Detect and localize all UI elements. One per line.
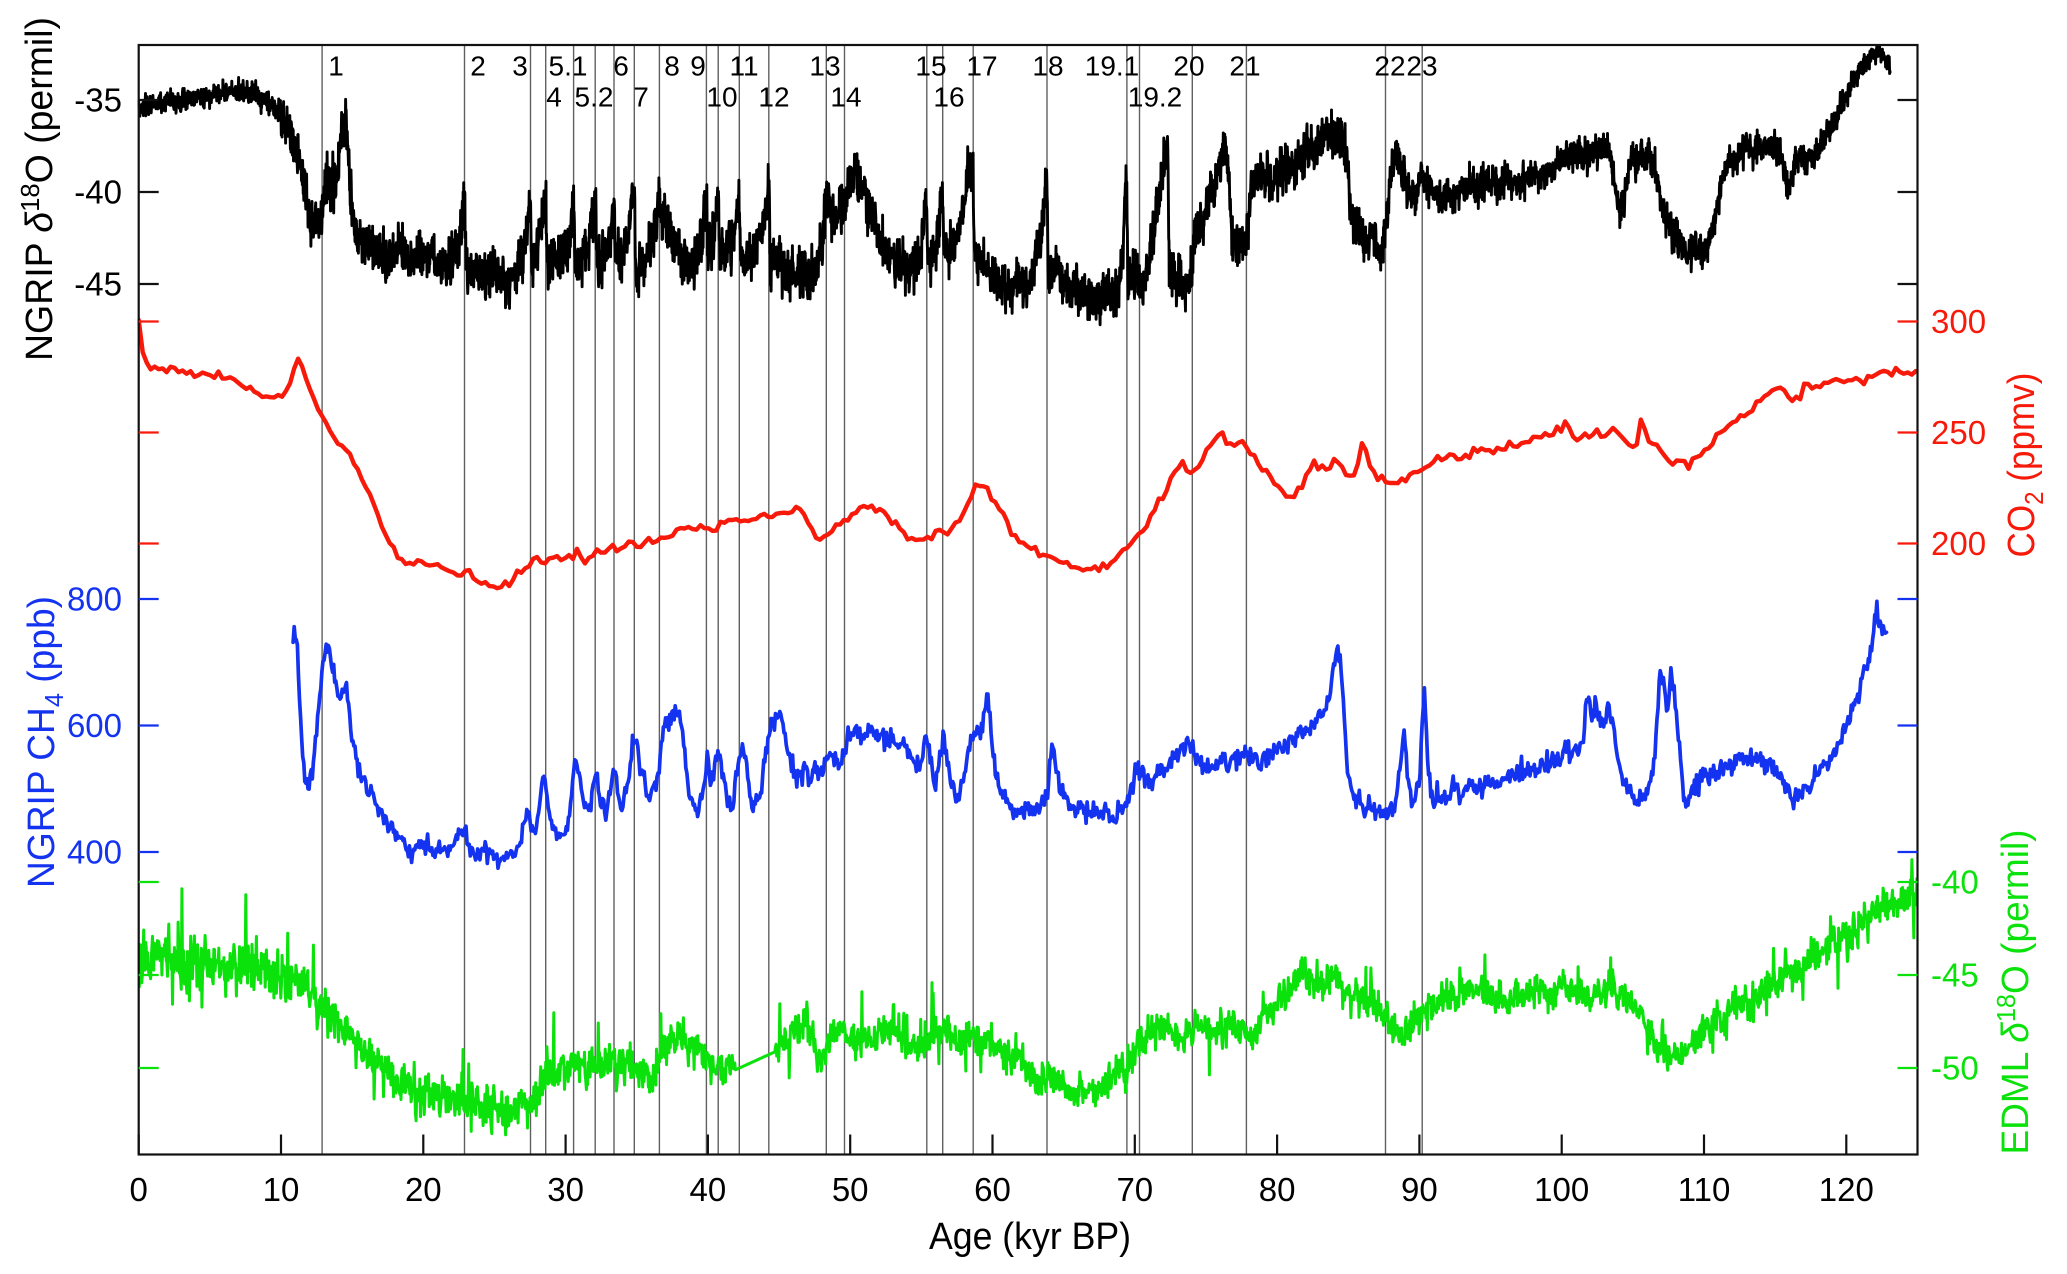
svg-text:250: 250	[1931, 414, 1986, 451]
svg-text:120: 120	[1819, 1171, 1874, 1208]
svg-text:10: 10	[706, 82, 737, 113]
svg-text:3: 3	[512, 51, 528, 82]
svg-text:6: 6	[613, 51, 629, 82]
svg-text:1: 1	[328, 51, 344, 82]
svg-text:-45: -45	[1931, 957, 1979, 994]
svg-text:4: 4	[546, 82, 562, 113]
svg-text:5.1: 5.1	[549, 51, 588, 82]
svg-text:NGRIP CH4 (ppb): NGRIP CH4 (ppb)	[21, 596, 69, 888]
svg-text:20: 20	[1173, 51, 1204, 82]
svg-text:22: 22	[1374, 51, 1405, 82]
svg-text:11: 11	[729, 51, 758, 82]
svg-text:50: 50	[832, 1171, 869, 1208]
svg-text:23: 23	[1406, 51, 1437, 82]
svg-text:80: 80	[1259, 1171, 1296, 1208]
svg-text:20: 20	[405, 1171, 442, 1208]
svg-text:30: 30	[547, 1171, 584, 1208]
svg-text:-35: -35	[74, 82, 122, 119]
svg-text:18: 18	[1032, 51, 1063, 82]
svg-text:2: 2	[470, 51, 486, 82]
svg-text:-40: -40	[74, 174, 122, 211]
svg-text:CO2 (ppmv): CO2 (ppmv)	[2001, 373, 2049, 558]
svg-text:200: 200	[1931, 525, 1986, 562]
svg-text:16: 16	[933, 82, 964, 113]
svg-text:100: 100	[1534, 1171, 1589, 1208]
svg-text:19.1: 19.1	[1085, 51, 1140, 82]
svg-text:7: 7	[633, 82, 649, 113]
svg-text:60: 60	[974, 1171, 1011, 1208]
svg-text:5.2: 5.2	[575, 82, 614, 113]
svg-text:0: 0	[130, 1171, 148, 1208]
svg-text:14: 14	[830, 82, 861, 113]
svg-text:13: 13	[809, 51, 840, 82]
svg-text:300: 300	[1931, 303, 1986, 340]
svg-text:15: 15	[915, 51, 946, 82]
svg-text:-40: -40	[1931, 864, 1979, 901]
svg-text:10: 10	[263, 1171, 300, 1208]
svg-text:12: 12	[758, 82, 789, 113]
svg-text:EDML δ18O (permil): EDML δ18O (permil)	[1991, 830, 2037, 1155]
svg-text:110: 110	[1678, 1171, 1731, 1208]
svg-text:90: 90	[1401, 1171, 1438, 1208]
svg-text:19.2: 19.2	[1128, 82, 1183, 113]
svg-text:17: 17	[966, 51, 997, 82]
svg-text:600: 600	[67, 707, 122, 744]
svg-text:21: 21	[1229, 51, 1260, 82]
svg-text:-45: -45	[74, 266, 122, 303]
svg-text:9: 9	[690, 51, 706, 82]
svg-text:8: 8	[664, 51, 680, 82]
svg-text:400: 400	[67, 834, 122, 871]
svg-text:70: 70	[1116, 1171, 1153, 1208]
svg-text:Age (kyr BP): Age (kyr BP)	[929, 1216, 1131, 1258]
svg-text:-50: -50	[1931, 1050, 1979, 1087]
svg-text:800: 800	[67, 581, 122, 618]
svg-text:40: 40	[690, 1171, 727, 1208]
